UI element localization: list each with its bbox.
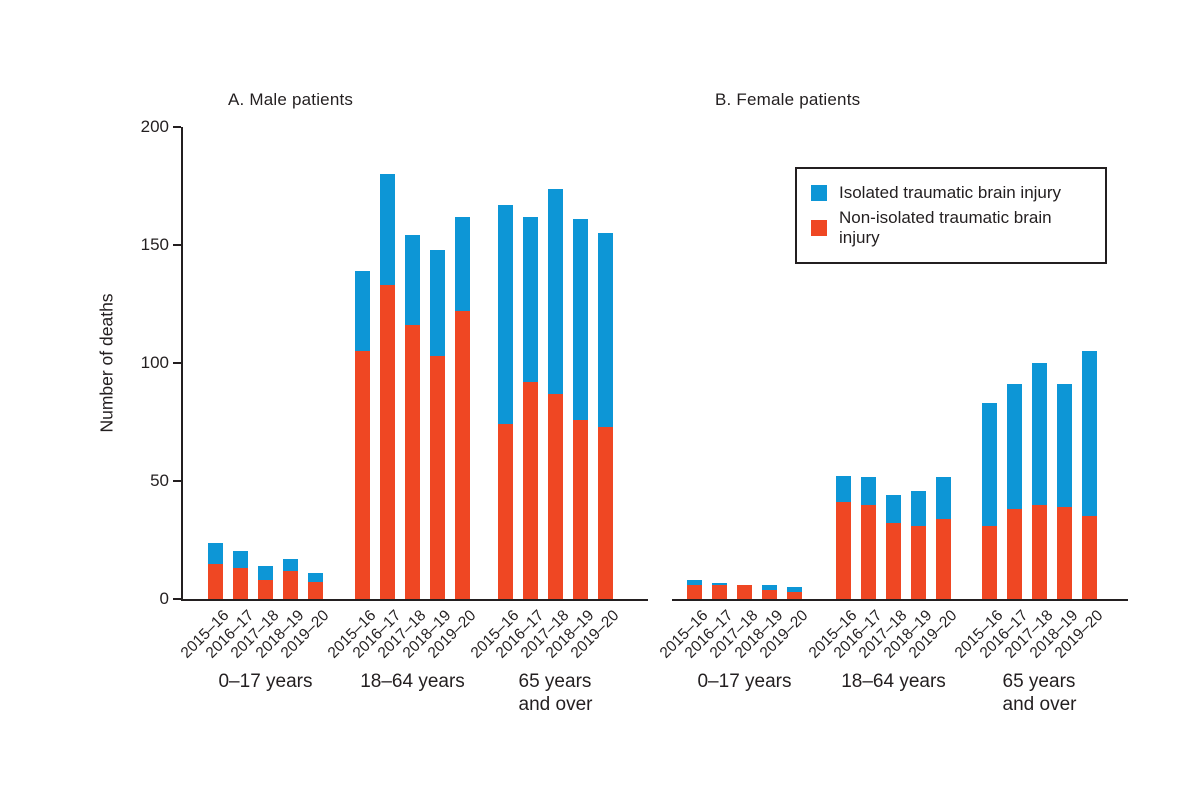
bar-segment-non-isolated (787, 592, 802, 599)
y-tick (173, 598, 181, 600)
panel-title-male: A. Male patients (228, 90, 354, 109)
age-group-label: 18–64 years (841, 671, 946, 692)
bar-segment-isolated (308, 573, 323, 582)
bar-segment-isolated (861, 477, 876, 505)
y-tick-label: 150 (140, 235, 169, 254)
bar-segment-isolated (208, 543, 223, 564)
bar-segment-non-isolated (430, 356, 445, 599)
bar-segment-isolated (455, 217, 470, 311)
bar-segment-isolated (936, 477, 951, 519)
bar-segment-non-isolated (1082, 516, 1097, 599)
bar-segment-isolated (787, 587, 802, 592)
y-tick-label: 50 (150, 471, 169, 490)
bar-segment-non-isolated (498, 424, 513, 599)
y-tick (173, 244, 181, 246)
bar-segment-isolated (886, 495, 901, 523)
legend: Isolated traumatic brain injury Non-isol… (795, 167, 1107, 264)
bar-segment-isolated (283, 559, 298, 571)
bar-segment-isolated (1007, 384, 1022, 509)
bar-segment-isolated (523, 217, 538, 382)
bar-segment-non-isolated (1032, 505, 1047, 599)
bar-segment-isolated (258, 566, 273, 580)
age-group-label: 0–17 years (697, 671, 792, 692)
bar-segment-non-isolated (308, 582, 323, 599)
bar-segment-non-isolated (861, 505, 876, 599)
age-group-label: 65 years and over (1002, 671, 1077, 716)
bar-segment-isolated (233, 551, 248, 568)
bar-segment-isolated (548, 189, 563, 394)
legend-item-isolated: Isolated traumatic brain injury (811, 183, 1091, 203)
legend-item-non-isolated: Non-isolated traumatic brain injury (811, 208, 1091, 248)
bar-segment-isolated (598, 233, 613, 427)
y-tick (173, 480, 181, 482)
bar-segment-non-isolated (762, 590, 777, 599)
y-tick-label: 100 (140, 353, 169, 372)
bar-segment-non-isolated (1057, 507, 1072, 599)
bar-segment-isolated (405, 235, 420, 325)
y-tick-label: 0 (159, 589, 169, 608)
bar-segment-non-isolated (283, 571, 298, 599)
bar-segment-isolated (1082, 351, 1097, 516)
age-group-label: 65 years and over (518, 671, 593, 716)
bar-segment-isolated (762, 585, 777, 590)
y-axis (181, 127, 183, 601)
bar-segment-non-isolated (836, 502, 851, 599)
x-axis-male (183, 599, 648, 601)
bar-segment-non-isolated (982, 526, 997, 599)
bar-segment-non-isolated (712, 585, 727, 599)
bar-segment-non-isolated (258, 580, 273, 599)
bar-segment-non-isolated (1007, 509, 1022, 599)
bar-segment-non-isolated (687, 585, 702, 599)
y-tick (173, 126, 181, 128)
bar-segment-non-isolated (233, 568, 248, 599)
legend-swatch-non-isolated-icon (811, 220, 827, 236)
bar-segment-non-isolated (455, 311, 470, 599)
bar-segment-non-isolated (380, 285, 395, 599)
bar-segment-isolated (498, 205, 513, 424)
legend-label-non-isolated: Non-isolated traumatic brain injury (839, 208, 1052, 247)
bar-segment-non-isolated (886, 523, 901, 599)
bar-segment-non-isolated (936, 519, 951, 599)
bar-segment-isolated (982, 403, 997, 526)
bar-segment-non-isolated (355, 351, 370, 599)
age-group-label: 18–64 years (360, 671, 465, 692)
bar-segment-non-isolated (523, 382, 538, 599)
bar-segment-non-isolated (911, 526, 926, 599)
bar-segment-isolated (712, 583, 727, 585)
y-tick-label: 200 (140, 117, 169, 136)
bar-segment-non-isolated (405, 325, 420, 599)
bar-segment-isolated (380, 174, 395, 285)
legend-swatch-isolated-icon (811, 185, 827, 201)
y-axis-label: Number of deaths (96, 293, 117, 433)
panel-title-female: B. Female patients (715, 90, 861, 109)
legend-label-isolated: Isolated traumatic brain injury (839, 183, 1062, 202)
bar-segment-non-isolated (573, 420, 588, 599)
bar-segment-isolated (1057, 384, 1072, 507)
bar-segment-isolated (1032, 363, 1047, 505)
bar-segment-isolated (911, 491, 926, 526)
x-axis-female (672, 599, 1128, 601)
bar-segment-non-isolated (208, 564, 223, 599)
bar-segment-isolated (687, 580, 702, 585)
bar-segment-isolated (836, 476, 851, 502)
bar-segment-isolated (573, 219, 588, 420)
y-tick (173, 362, 181, 364)
bar-segment-isolated (355, 271, 370, 351)
bar-segment-non-isolated (598, 427, 613, 599)
bar-segment-non-isolated (737, 585, 752, 599)
age-group-label: 0–17 years (218, 671, 313, 692)
bar-segment-non-isolated (548, 394, 563, 599)
bar-segment-isolated (430, 250, 445, 356)
